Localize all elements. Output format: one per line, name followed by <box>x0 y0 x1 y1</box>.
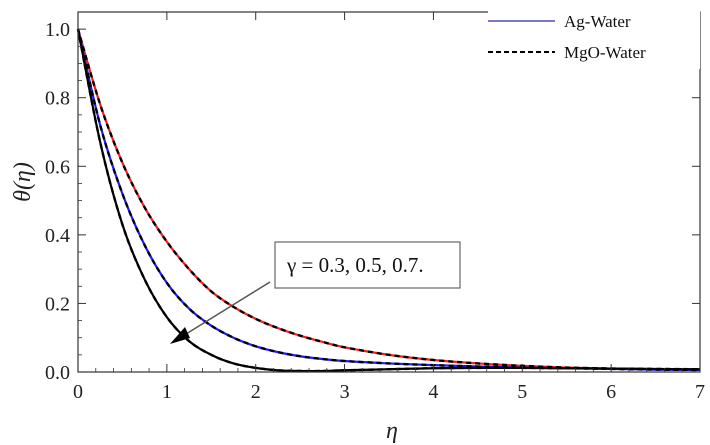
y-tick-label: 0.4 <box>45 225 70 247</box>
legend-label-ag-water: Ag-Water <box>564 12 631 31</box>
x-tick-label: 6 <box>606 381 616 403</box>
y-tick-label: 0.2 <box>45 293 70 315</box>
annotation-box <box>274 241 461 289</box>
legend-box <box>488 5 700 69</box>
annotation-arrow-head <box>170 327 190 344</box>
series-line-dashed-1 <box>76 28 701 372</box>
series-line-solid-1 <box>76 28 701 372</box>
series-layer <box>76 28 701 373</box>
x-tick-label: 7 <box>695 381 705 403</box>
plot-frame <box>77 11 701 373</box>
annotation-arrow-line <box>177 281 271 340</box>
ticks-layer: 0 1 2 3 4 5 6 7 0.0 0.2 0.4 0.6 0.8 1.0 <box>45 11 705 403</box>
y-tick-label: 0.0 <box>45 362 70 384</box>
y-tick-label: 1.0 <box>45 19 70 41</box>
series-line-solid-0 <box>76 28 701 372</box>
x-tick-label: 0 <box>73 381 83 403</box>
x-tick-label: 1 <box>162 381 172 403</box>
y-axis-title: θ(η) <box>10 162 36 202</box>
x-axis-title: η <box>386 418 398 444</box>
legend-label-mgo-water: MgO-Water <box>564 43 646 62</box>
x-tick-label: 2 <box>251 381 261 403</box>
x-tick-label: 3 <box>340 381 350 403</box>
annotation-text: γ = 0.3, 0.5, 0.7. <box>286 253 424 277</box>
x-tick-label: 5 <box>517 381 527 403</box>
x-tick-label: 4 <box>428 381 438 403</box>
legend: Ag-Water MgO-Water <box>488 5 700 69</box>
annotation: γ = 0.3, 0.5, 0.7. <box>170 241 461 344</box>
y-tick-label: 0.6 <box>45 156 70 178</box>
series-line-solid-2 <box>76 28 701 373</box>
y-tick-label: 0.8 <box>45 88 70 110</box>
series-line-dashed-2 <box>76 28 701 373</box>
series-line-dashed-0 <box>76 28 701 372</box>
